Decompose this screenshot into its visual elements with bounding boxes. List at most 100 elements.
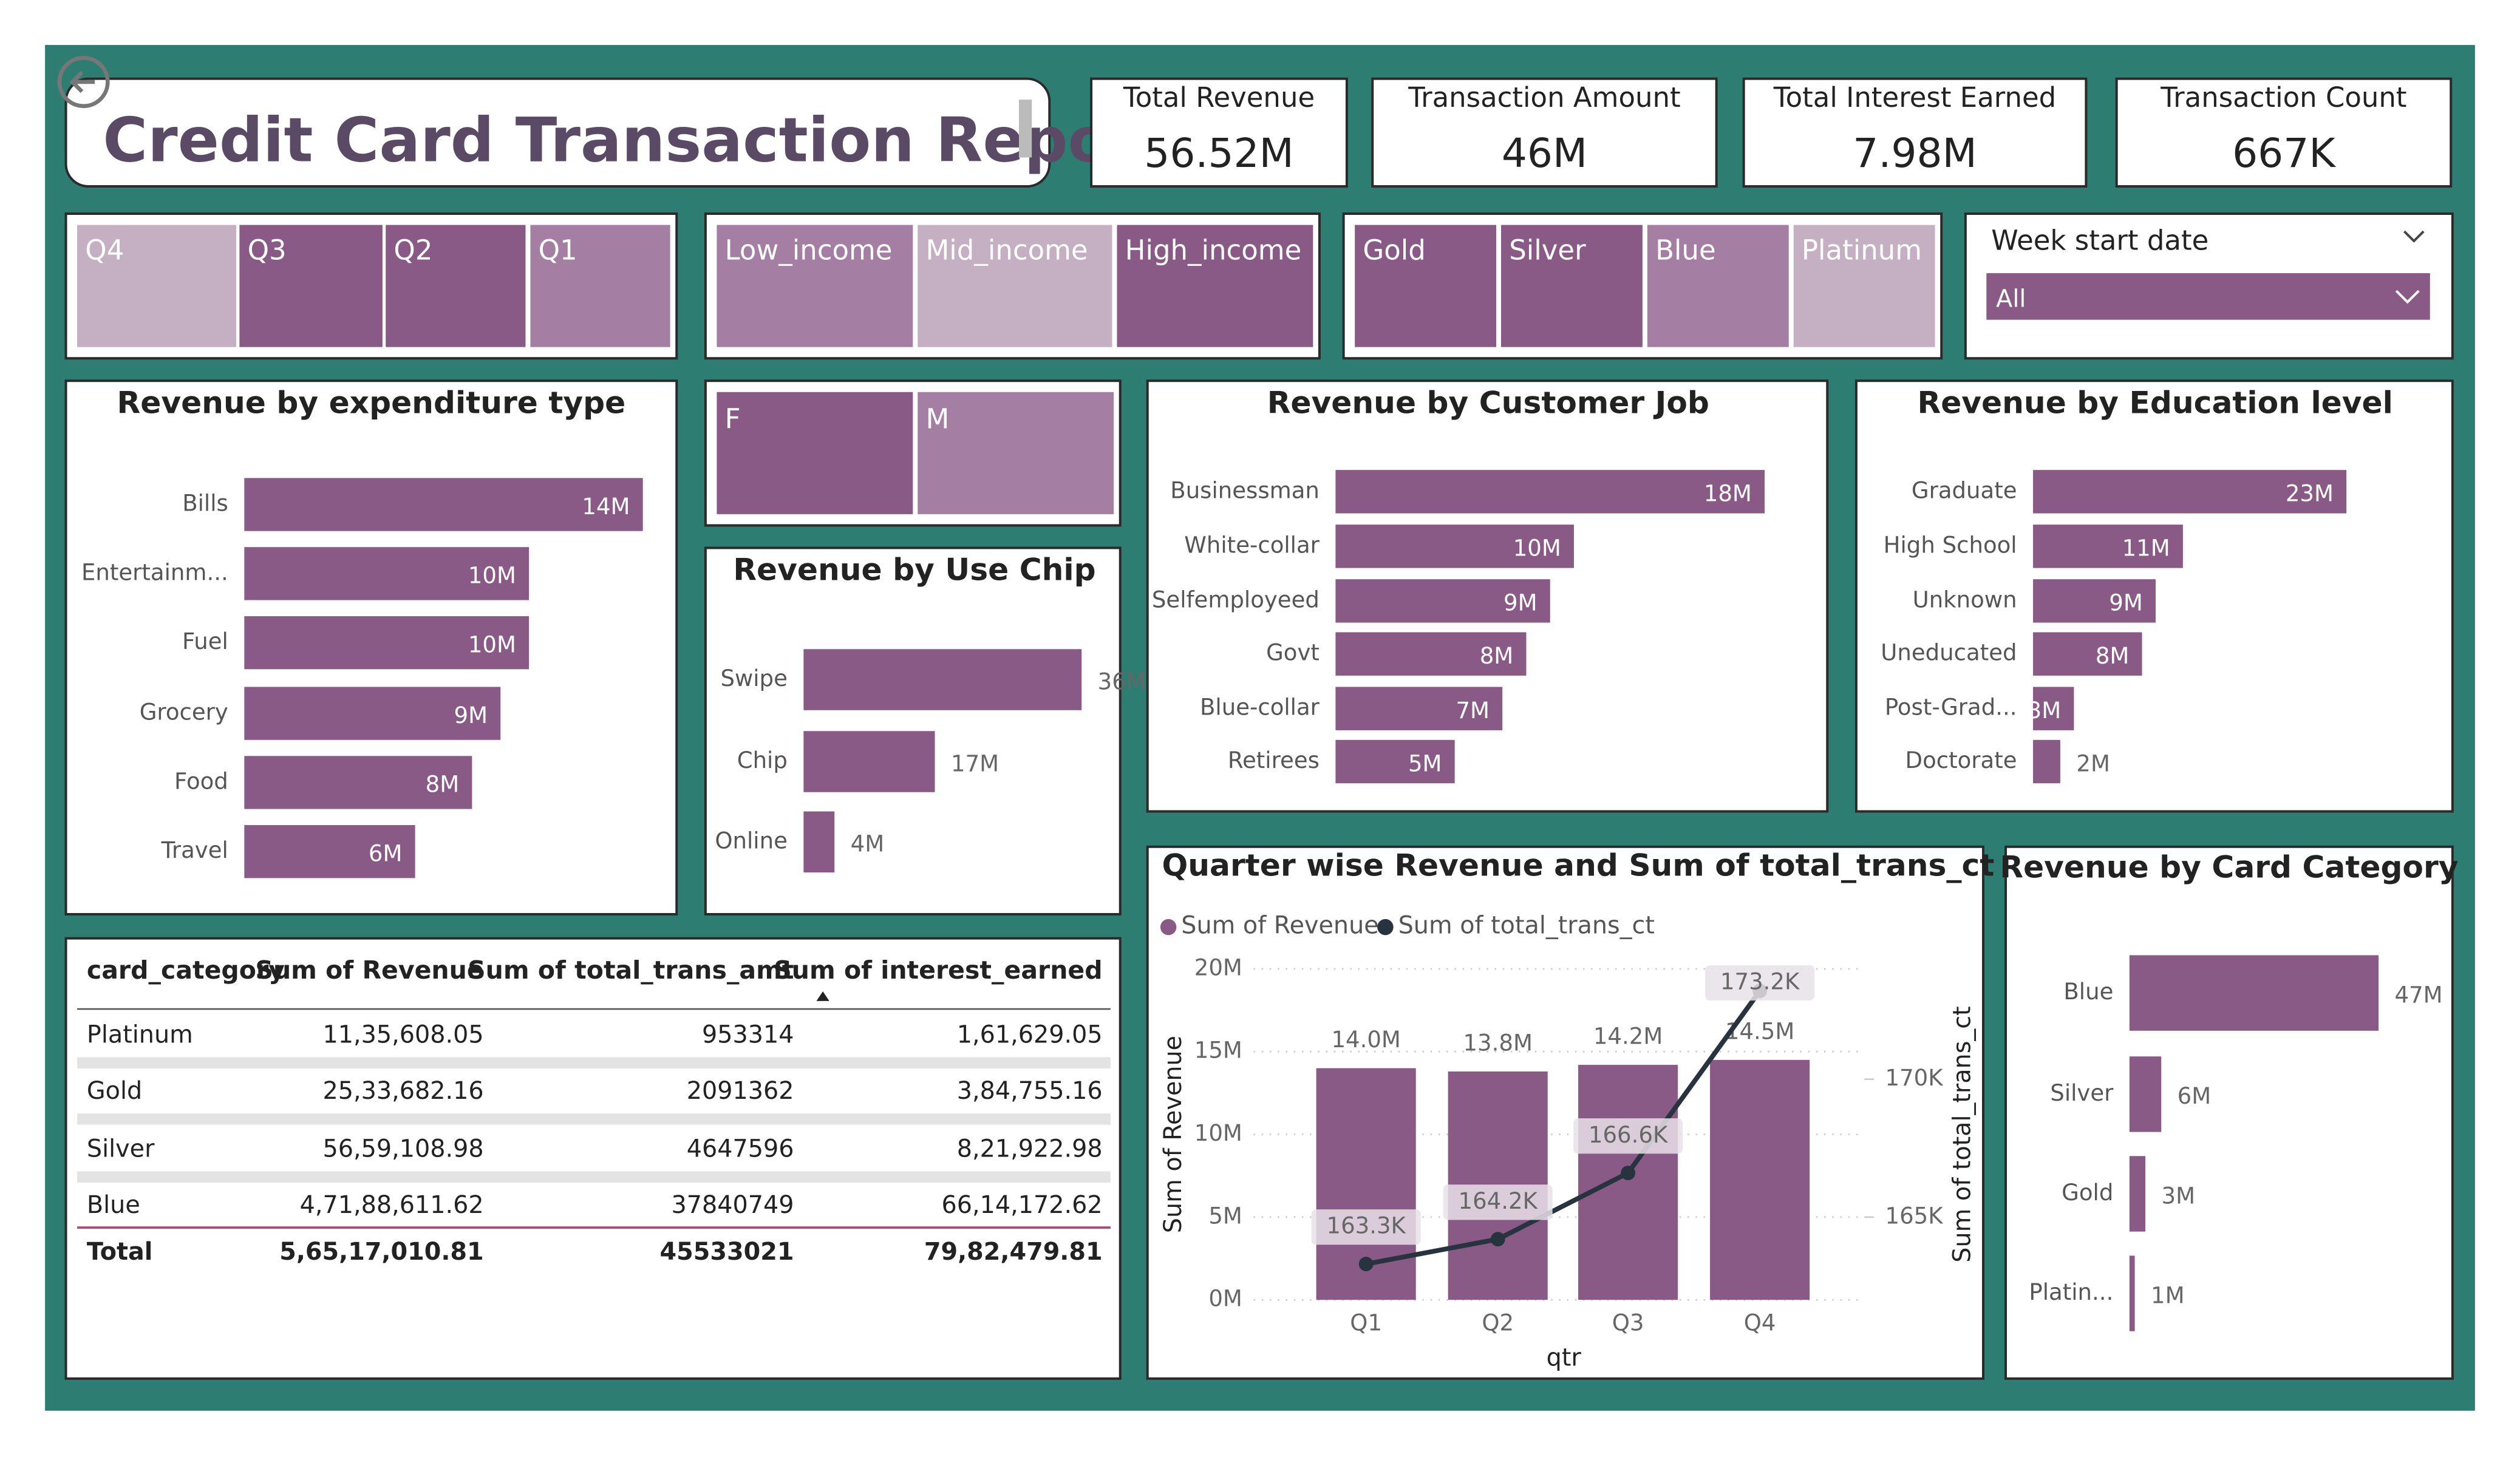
table-cell: 37840749: [671, 1191, 794, 1219]
bar: [244, 478, 643, 531]
x-tick-label: Q1: [1350, 1309, 1382, 1336]
category-label: Entertainm...: [81, 559, 228, 585]
slicer-tile[interactable]: [717, 392, 913, 514]
bar: [803, 811, 835, 873]
kpi-value: 56.52M: [1144, 130, 1293, 177]
chevron[interactable]: [2395, 290, 2420, 304]
data-label: 8M: [1480, 643, 1514, 669]
category-label: Travel: [161, 837, 228, 863]
table-cell: 4,71,88,611.62: [300, 1191, 484, 1219]
table-cell: 1,61,629.05: [957, 1021, 1103, 1049]
x-tick-label: Q2: [1482, 1309, 1514, 1336]
category-label: Bills: [182, 491, 228, 517]
legend-marker: [1160, 919, 1177, 936]
slicer-tile[interactable]: [1501, 225, 1643, 347]
chart-title: Quarter wise Revenue and Sum of total_tr…: [1162, 847, 2110, 883]
bar: [1710, 1059, 1810, 1300]
slicer-tile[interactable]: [717, 225, 913, 347]
kpi-value: 7.98M: [1853, 130, 1977, 177]
table-total: Total: [87, 1238, 152, 1266]
table-panel: [64, 937, 1122, 1380]
x-tick-label: Q4: [1744, 1309, 1776, 1336]
table-total: 79,82,479.81: [924, 1238, 1103, 1266]
x-axis-title: qtr: [1547, 1344, 1582, 1372]
slicer-label: Mid_income: [925, 234, 1088, 267]
slicer-label: Q3: [248, 234, 287, 267]
slicer-label: Gold: [1363, 234, 1425, 267]
category-label: Post-Grad...: [1885, 695, 2017, 721]
y-tick-label: 0M: [1208, 1286, 1242, 1312]
y2-tick-label: 165K: [1885, 1203, 1944, 1229]
slicer-tile[interactable]: [918, 392, 1114, 514]
slicer-tile[interactable]: [239, 225, 383, 347]
table-header: Sum of interest_earned: [774, 956, 1102, 985]
chart-title: Revenue by Customer Job: [1267, 384, 1709, 420]
label-box: [1573, 1118, 1683, 1154]
slicer-label: F: [725, 402, 741, 435]
label-box: [1311, 1209, 1421, 1245]
bar: [244, 547, 530, 600]
y-tick-label: 5M: [1208, 1203, 1242, 1229]
table-cell: 4647596: [687, 1135, 794, 1163]
category-label: Uneducated: [1881, 640, 2017, 666]
y-tick-label: 20M: [1194, 954, 1242, 980]
line: [1365, 989, 1762, 1266]
category-label: Govt: [1266, 640, 1320, 666]
table-cell: Blue: [87, 1191, 140, 1219]
report-title: Credit Card Transaction Report: [103, 105, 1169, 176]
table-header: card_category: [87, 956, 285, 985]
data-label: 36M: [1098, 668, 1146, 695]
data-label: 163.3K: [1327, 1213, 1407, 1239]
bar: [2033, 525, 2183, 568]
slicer-tile[interactable]: [1355, 225, 1497, 347]
label-box: [1705, 965, 1815, 1001]
sort-indicator: [816, 991, 829, 1001]
slicer-tile[interactable]: [530, 225, 670, 347]
category-label: Chip: [737, 747, 788, 773]
slicer-title: Week start date: [1991, 225, 2208, 257]
back-button[interactable]: [57, 55, 110, 108]
category-label: Online: [715, 827, 788, 854]
bar: [244, 825, 415, 878]
slicer-label: Q2: [393, 234, 432, 267]
bar: [2129, 1255, 2135, 1331]
chart-title: Revenue by Card Category: [2000, 849, 2458, 885]
bar: [2033, 739, 2060, 784]
slicer-tile[interactable]: [1647, 225, 1789, 347]
dropdown[interactable]: [1986, 273, 2430, 320]
data-label: 6M: [2178, 1083, 2212, 1109]
slicer-tile[interactable]: [1117, 225, 1313, 347]
bar: [2129, 1156, 2146, 1232]
bar: [1335, 525, 1574, 568]
y2-tick-label: 170K: [1885, 1065, 1944, 1091]
chevron[interactable]: [2403, 230, 2425, 243]
back-arrow: [69, 70, 95, 93]
data-label: 2M: [2076, 750, 2110, 776]
slicer-label: Blue: [1655, 234, 1716, 267]
data-label: 14M: [582, 494, 630, 520]
slicer-label: High_income: [1125, 234, 1302, 267]
data-label: 10M: [468, 631, 516, 657]
table-cell: 56,59,108.98: [323, 1135, 484, 1163]
slicer-label: Low_income: [725, 234, 893, 267]
bar: [2033, 579, 2156, 623]
slicer-label: Q1: [539, 234, 577, 267]
data-label: 11M: [2122, 535, 2170, 562]
data-label: 1M: [2151, 1282, 2185, 1308]
category-label: High School: [1884, 532, 2017, 558]
bar: [1335, 739, 1455, 784]
bar: [244, 616, 530, 670]
table-cell: Platinum: [87, 1021, 193, 1049]
bar: [1578, 1065, 1678, 1300]
slicer-tile[interactable]: [918, 225, 1112, 347]
table-cell: 8,21,922.98: [957, 1135, 1103, 1163]
kpi-value: 667K: [2232, 130, 2336, 177]
data-label: 6M: [369, 841, 403, 867]
slicer-tile[interactable]: [386, 225, 526, 347]
slicer-tile[interactable]: [77, 225, 237, 347]
kpi-card: [2115, 77, 2453, 188]
bar: [1335, 687, 1503, 730]
slicer-tile[interactable]: [1793, 225, 1935, 347]
